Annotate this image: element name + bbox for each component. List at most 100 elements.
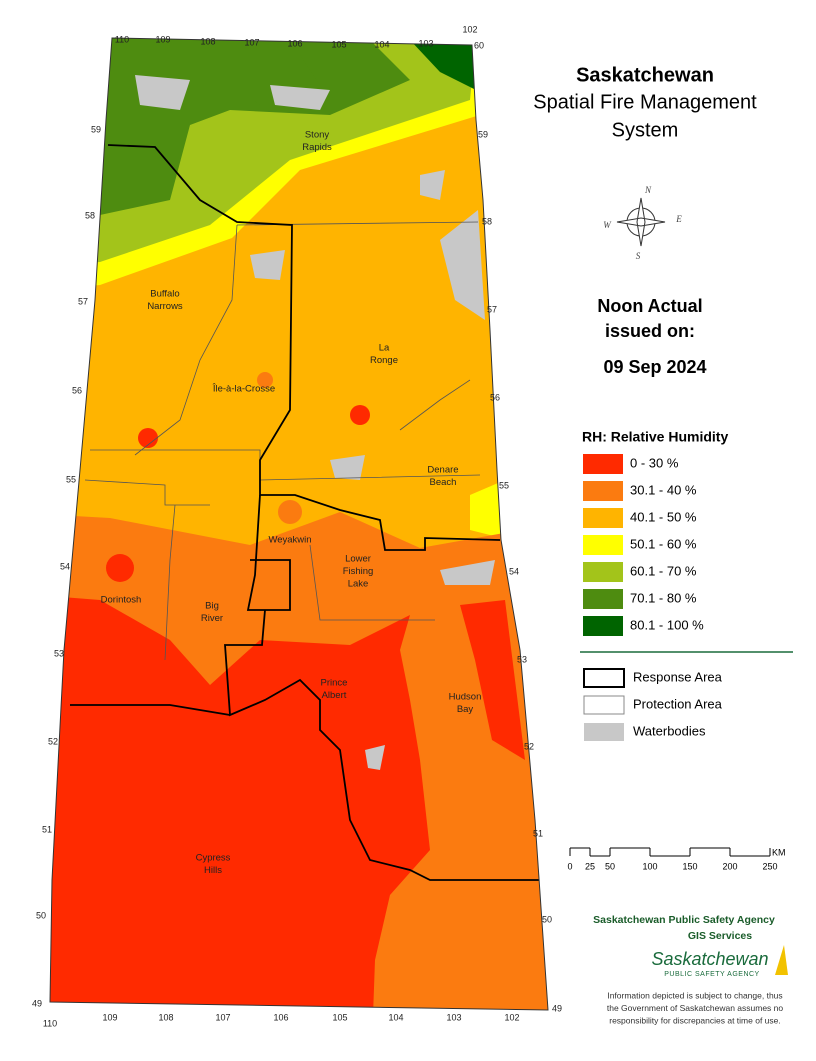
latitude-label: 50 bbox=[36, 910, 46, 920]
latitude-label: 50 bbox=[542, 914, 552, 924]
disclaimer: responsibility for discrepancies at time… bbox=[609, 1015, 781, 1025]
protection-line bbox=[164, 504, 176, 661]
legend-label: 50.1 - 60 % bbox=[630, 536, 697, 551]
rh-zone bbox=[106, 554, 134, 582]
legend-label: 30.1 - 40 % bbox=[630, 482, 697, 497]
waterbody bbox=[365, 745, 385, 770]
place-name: Hudson bbox=[449, 692, 482, 703]
latitude-label: 52 bbox=[524, 741, 534, 751]
latitude-label: 51 bbox=[42, 824, 52, 834]
latitude-label: 53 bbox=[54, 648, 64, 658]
longitude-label: 110 bbox=[115, 34, 129, 44]
legend-swatch bbox=[583, 481, 623, 501]
compass bbox=[616, 197, 666, 247]
waterbody bbox=[250, 250, 285, 280]
place-name: Stony bbox=[305, 130, 330, 141]
compass-rose bbox=[616, 197, 666, 247]
compass-letter: S bbox=[636, 251, 641, 261]
boundary-swatch bbox=[583, 695, 625, 715]
place-name: Cypress bbox=[196, 853, 231, 864]
place-name: Big bbox=[205, 601, 219, 612]
rh-zone bbox=[410, 40, 480, 92]
latitude-label: 55 bbox=[499, 480, 509, 490]
issue-text: Noon Actual bbox=[597, 296, 702, 316]
compass-letter: E bbox=[675, 214, 682, 224]
scale-unit: KM bbox=[772, 847, 786, 857]
response-line bbox=[246, 494, 291, 611]
legend-title: RH: Relative Humidity bbox=[582, 429, 728, 445]
longitude-label: 108 bbox=[200, 36, 215, 46]
place-name: Weyakwin bbox=[268, 535, 311, 546]
protection-line bbox=[399, 379, 471, 431]
boundary-label: Response Area bbox=[633, 669, 723, 684]
latitude-label: 59 bbox=[91, 124, 101, 134]
place-name: Rapids bbox=[302, 142, 332, 153]
longitude-label: 105 bbox=[332, 1012, 347, 1022]
boundary-swatch bbox=[583, 668, 625, 688]
waterbody bbox=[270, 85, 330, 110]
legend-label: 80.1 - 100 % bbox=[630, 617, 704, 632]
legend-swatch bbox=[583, 616, 623, 636]
latitude-label: 58 bbox=[85, 210, 95, 220]
compass-letter: W bbox=[603, 220, 612, 230]
latitude-label: 53 bbox=[517, 654, 527, 664]
latitude-label: 49 bbox=[32, 998, 42, 1008]
rh-zone bbox=[278, 500, 302, 524]
latitude-label: 57 bbox=[487, 304, 497, 314]
latitude-label: 57 bbox=[78, 296, 88, 306]
place-name: River bbox=[201, 613, 223, 624]
issue-text: issued on: bbox=[605, 321, 695, 341]
scale-label: 25 bbox=[585, 861, 595, 871]
waterbody bbox=[330, 455, 365, 480]
place-name: Ronge bbox=[370, 355, 398, 366]
logo-name: Saskatchewan bbox=[651, 949, 768, 969]
longitude-label: 109 bbox=[102, 1012, 117, 1022]
response-line bbox=[224, 609, 548, 881]
subtitle: Spatial Fire Management bbox=[533, 91, 757, 113]
rh-zone bbox=[50, 592, 430, 1010]
legend-swatch bbox=[583, 589, 623, 609]
place-name: Dorintosh bbox=[101, 595, 142, 606]
scale-label: 200 bbox=[722, 861, 737, 871]
latitude-label: 60 bbox=[474, 40, 484, 50]
rh-zone bbox=[350, 405, 370, 425]
longitude-label: 104 bbox=[388, 1012, 403, 1022]
place-name: Hills bbox=[204, 865, 222, 876]
waterbodies bbox=[135, 75, 495, 770]
longitude-label: 107 bbox=[215, 1012, 230, 1022]
latitude-label: 52 bbox=[48, 736, 58, 746]
response-line bbox=[70, 704, 231, 716]
latitude-label: 49 bbox=[552, 1003, 562, 1013]
latitude-label: 54 bbox=[60, 561, 70, 571]
latitude-label: 59 bbox=[478, 129, 488, 139]
boundary-swatch bbox=[584, 723, 624, 741]
legend-label: 60.1 - 70 % bbox=[630, 563, 697, 578]
latitude-label: 58 bbox=[482, 216, 492, 226]
credit-agency: Saskatchewan Public Safety Agency bbox=[593, 914, 775, 926]
scale-label: 100 bbox=[642, 861, 657, 871]
longitude-label: 106 bbox=[287, 38, 302, 48]
place-name: Denare bbox=[427, 465, 458, 476]
disclaimer: the Government of Saskatchewan assumes n… bbox=[607, 1003, 784, 1013]
protection-areas bbox=[84, 221, 481, 661]
province-outline bbox=[49, 37, 549, 1011]
place-name: Buffalo bbox=[150, 289, 179, 300]
place-name: La bbox=[379, 343, 390, 354]
place-name: Albert bbox=[322, 690, 347, 701]
rh-zone bbox=[257, 372, 273, 388]
scale-label: 0 bbox=[567, 861, 572, 871]
rh-zone bbox=[460, 600, 525, 760]
rh-zone bbox=[100, 38, 410, 215]
latitude-label: 55 bbox=[66, 474, 76, 484]
compass-letter: N bbox=[644, 185, 652, 195]
scale-label: 50 bbox=[605, 861, 615, 871]
legend-swatch bbox=[583, 562, 623, 582]
waterbody bbox=[440, 560, 495, 585]
longitude-label: 105 bbox=[331, 39, 346, 49]
place-name: Lake bbox=[348, 579, 369, 590]
latitude-label: 54 bbox=[509, 566, 519, 576]
place-name: Narrows bbox=[147, 301, 183, 312]
